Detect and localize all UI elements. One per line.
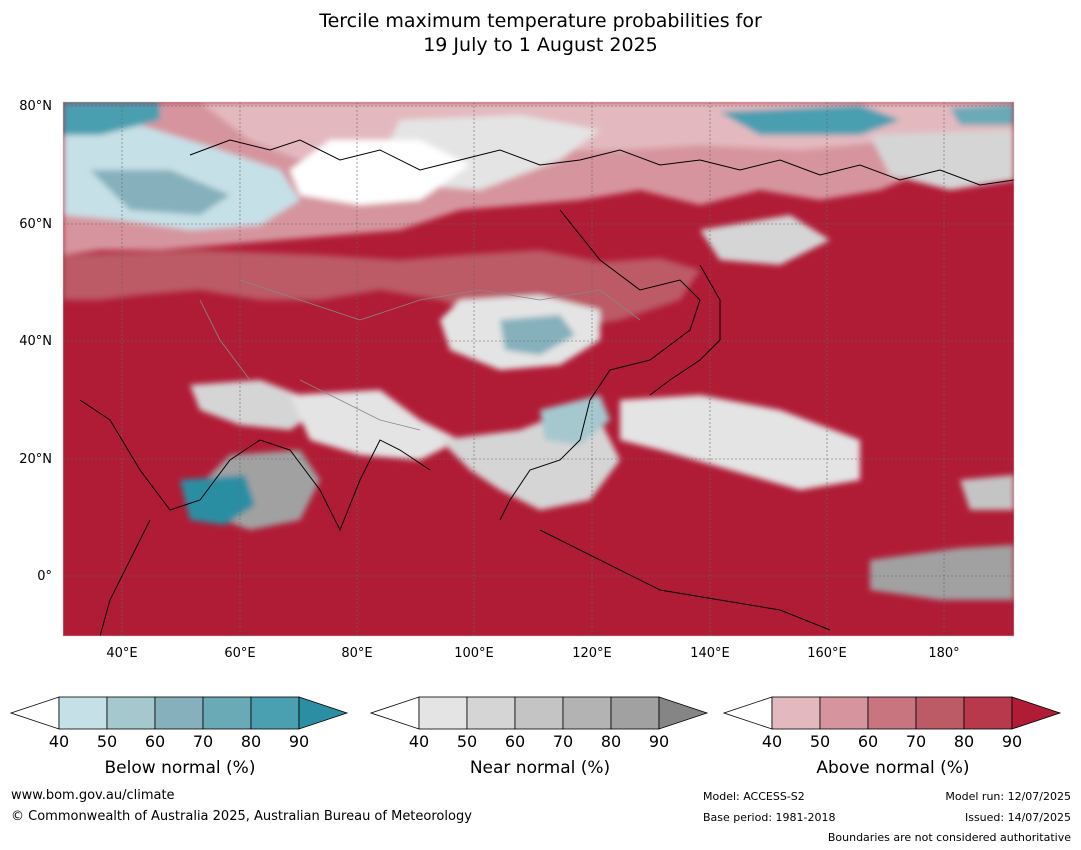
colorbar-tick-label: 70	[905, 732, 927, 751]
map-title-line1: Tercile maximum temperature probabilitie…	[319, 10, 762, 32]
footer-issued: Issued: 14/07/2025	[964, 811, 1071, 824]
coastlines	[79, 139, 1014, 636]
colorbar-extend-high	[658, 696, 709, 730]
colorbar-extend-high	[298, 696, 349, 730]
colorbar-below-normal	[10, 696, 349, 730]
colorbar-tick-label: 60	[857, 732, 879, 751]
colorbar-segment	[562, 696, 612, 730]
colorbar-tick-label: 50	[96, 732, 118, 751]
footer-base-period: Base period: 1981-2018	[703, 811, 836, 824]
region-south-china-blue	[540, 395, 610, 445]
region-tibet-gray	[290, 390, 460, 460]
region-east-gray	[700, 215, 830, 265]
lon-label-40e: 40°E	[106, 646, 138, 661]
colorbar-segment	[154, 696, 204, 730]
footer-copyright: © Commonwealth of Australia 2025, Austra…	[11, 809, 472, 824]
region-east-pacific-gray	[870, 545, 1014, 600]
lon-label-140e: 140°E	[690, 646, 730, 661]
colorbar-tick-label: 40	[48, 732, 70, 751]
region-arctic-white	[290, 140, 470, 205]
colorbar-extend-low	[370, 696, 420, 730]
lon-label-120e: 120°E	[572, 646, 612, 661]
colorbar-segment	[106, 696, 156, 730]
colorbar-segment	[58, 696, 108, 730]
colorbar-near-label: Near normal (%)	[469, 758, 611, 778]
lat-label-60n: 60°N	[19, 217, 52, 232]
colorbar-tick-label: 90	[288, 732, 310, 751]
lat-label-0: 0°	[37, 569, 52, 584]
colorbar-segment	[819, 696, 869, 730]
footer-disclaimer: Boundaries are not considered authoritat…	[827, 831, 1071, 844]
colorbar-tick-label: 70	[192, 732, 214, 751]
lon-label-60e: 60°E	[224, 646, 256, 661]
colorbar-tick-label: 70	[552, 732, 574, 751]
colorbar-above-label: Above normal (%)	[816, 758, 970, 778]
colorbar-segment	[963, 696, 1013, 730]
colorbar-tick-label: 50	[809, 732, 831, 751]
lon-label-100e: 100°E	[454, 646, 494, 661]
colorbar-tick-label: 80	[953, 732, 975, 751]
colorbar-tick-label: 60	[504, 732, 526, 751]
lon-label-160e: 160°E	[807, 646, 847, 661]
region-east-siberia-gray	[870, 130, 1014, 190]
colorbar-segment	[202, 696, 252, 730]
footer-model-run: Model run: 12/07/2025	[945, 790, 1071, 803]
footer-model: Model: ACCESS-S2	[703, 790, 805, 803]
colorbar-segment	[867, 696, 917, 730]
region-teal-northeast	[720, 105, 900, 135]
colorbar-extend-high	[1011, 696, 1062, 730]
colorbar-above-normal	[723, 696, 1062, 730]
region-east-pacific-gray2	[960, 475, 1014, 510]
colorbar-tick-label: 60	[144, 732, 166, 751]
colorbar-tick-label: 90	[1001, 732, 1023, 751]
lat-label-20n: 20°N	[19, 452, 52, 467]
colorbar-segment	[514, 696, 564, 730]
colorbar-segment	[418, 696, 468, 730]
region-middle-east-gray	[190, 380, 320, 430]
colorbar-segment	[915, 696, 965, 730]
colorbar-tick-label: 90	[648, 732, 670, 751]
colorbar-near-normal	[370, 696, 709, 730]
lon-label-80e: 80°E	[341, 646, 373, 661]
colorbar-extend-low	[10, 696, 60, 730]
colorbar-segment	[610, 696, 660, 730]
colorbar-extend-low	[723, 696, 773, 730]
region-pacific-gray-band	[620, 395, 860, 490]
footer-url: www.bom.gov.au/climate	[11, 788, 175, 803]
region-west-russia-blue2	[90, 170, 230, 215]
region-mongolia-blue	[500, 315, 575, 355]
graticule	[63, 102, 1014, 636]
colorbar-below-label: Below normal (%)	[104, 758, 256, 778]
colorbar-tick-label: 40	[761, 732, 783, 751]
lat-label-40n: 40°N	[19, 334, 52, 349]
colorbar-segment	[466, 696, 516, 730]
lon-label-180: 180°	[928, 646, 960, 661]
colorbar-tick-label: 40	[408, 732, 430, 751]
region-somalia-teal	[180, 475, 255, 525]
country-borders	[199, 279, 641, 431]
colorbar-tick-label: 80	[240, 732, 262, 751]
colorbar-segment	[250, 696, 300, 730]
lat-label-80n: 80°N	[19, 99, 52, 114]
region-teal-north	[63, 102, 160, 135]
map-title-line2: 19 July to 1 August 2025	[423, 34, 658, 56]
colorbar-tick-label: 50	[456, 732, 478, 751]
forecast-map	[62, 101, 1015, 637]
colorbar-tick-label: 80	[600, 732, 622, 751]
colorbar-segment	[771, 696, 821, 730]
region-teal-northeast2	[950, 104, 1014, 125]
